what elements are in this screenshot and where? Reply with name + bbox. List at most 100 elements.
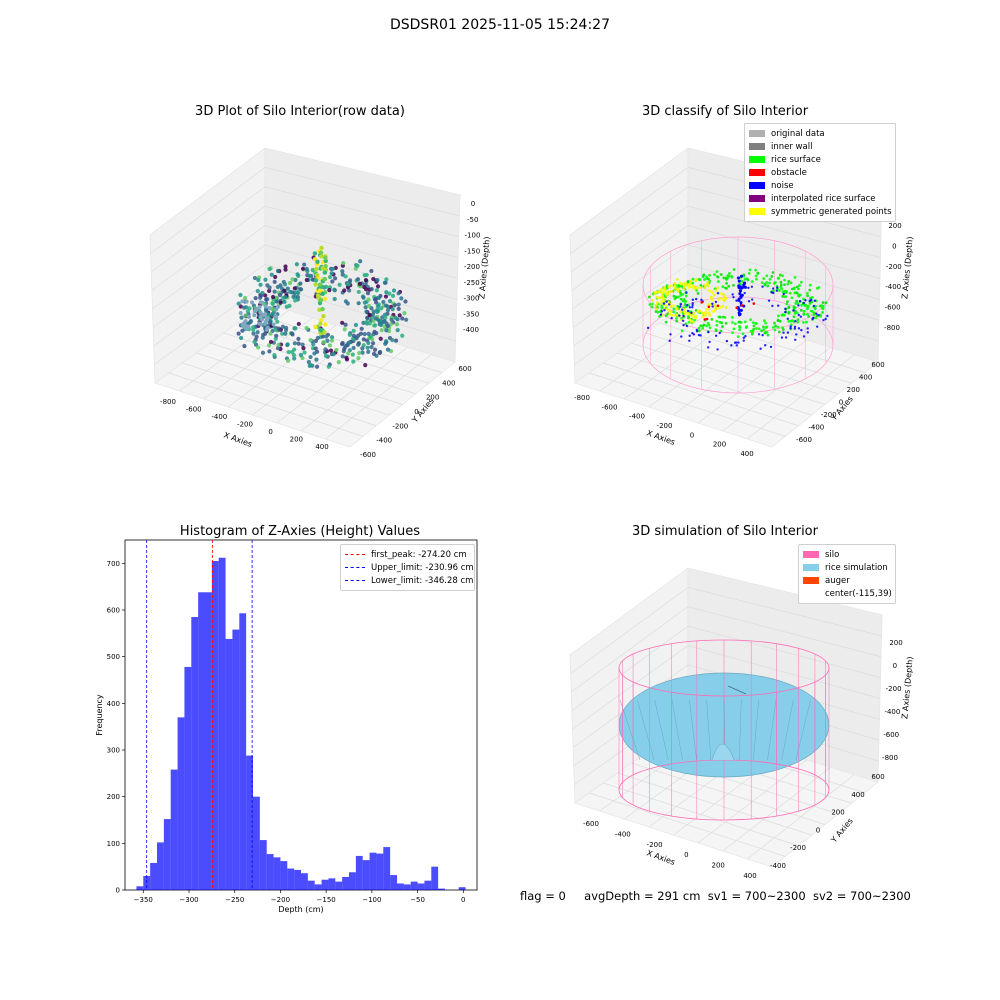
rice-surface-point bbox=[718, 320, 722, 324]
obstacle-point bbox=[707, 305, 711, 309]
symmetric-point bbox=[660, 294, 664, 298]
legend-entry: first_peak: -274.20 cm bbox=[345, 548, 470, 561]
raw-data-point bbox=[313, 346, 318, 351]
raw-data-point bbox=[384, 277, 389, 282]
noise-point bbox=[739, 301, 743, 305]
raw-data-point bbox=[394, 322, 400, 327]
raw-data-point bbox=[390, 337, 395, 343]
rice-surface-point bbox=[762, 319, 766, 323]
raw-data-point bbox=[260, 350, 266, 355]
symmetric-point bbox=[654, 304, 658, 307]
histogram-bar bbox=[273, 857, 281, 890]
grid-line bbox=[687, 625, 881, 678]
raw-data-point bbox=[326, 364, 331, 369]
rice-surface-point bbox=[675, 319, 679, 323]
raw-data-point bbox=[285, 286, 290, 291]
raw-data-point bbox=[300, 266, 306, 271]
raw-data-point bbox=[385, 347, 391, 352]
raw-data-point bbox=[312, 351, 317, 356]
symmetric-point bbox=[693, 285, 697, 289]
noise-point bbox=[794, 319, 797, 323]
raw-data-point bbox=[275, 304, 280, 309]
sim-y-tick: -400 bbox=[770, 862, 786, 870]
rice-surface-point bbox=[796, 318, 800, 322]
histogram-bar bbox=[403, 884, 411, 890]
symmetric-point bbox=[701, 315, 705, 319]
legend-entry: rice simulation bbox=[803, 561, 891, 574]
noise-point bbox=[789, 325, 792, 328]
rice-surface-point bbox=[697, 329, 701, 333]
rice-surface-point bbox=[699, 324, 703, 328]
raw-data-point bbox=[268, 331, 273, 336]
noise-point bbox=[662, 302, 666, 305]
symmetric-point bbox=[688, 318, 692, 322]
legend-label: interpolated rice surface bbox=[771, 193, 876, 204]
rice-surface-point bbox=[725, 287, 728, 290]
raw-data-point bbox=[283, 267, 288, 272]
legend-swatch bbox=[749, 143, 765, 150]
rice-surface-point bbox=[706, 277, 710, 281]
rice-surface-point bbox=[778, 273, 782, 277]
raw-data-point bbox=[395, 328, 400, 333]
rice-surface-point bbox=[679, 291, 682, 295]
rice-surface-point bbox=[717, 280, 720, 283]
symmetric-point bbox=[713, 293, 716, 297]
raw-data-point bbox=[369, 344, 374, 350]
rice-surface-point bbox=[702, 273, 706, 277]
rice-surface-point bbox=[728, 271, 731, 275]
raw-data-point bbox=[359, 326, 364, 331]
rice-surface-point bbox=[714, 328, 718, 332]
symmetric-point bbox=[722, 294, 726, 298]
noise-point bbox=[793, 325, 797, 329]
rice-surface-point bbox=[793, 276, 797, 279]
raw-data-point bbox=[372, 329, 377, 334]
rice-surface-point bbox=[647, 295, 651, 299]
grid-line bbox=[571, 606, 689, 693]
rice-surface-point bbox=[776, 325, 780, 329]
histogram-bar bbox=[314, 884, 322, 890]
noise-point bbox=[810, 298, 813, 302]
histogram-y-tick: 400 bbox=[107, 700, 120, 708]
classify-y-tick: 200 bbox=[847, 386, 860, 394]
raw-data-point bbox=[369, 268, 374, 274]
symmetric-point bbox=[690, 314, 694, 318]
rice-surface-point bbox=[786, 300, 789, 304]
rice-cone bbox=[711, 743, 735, 761]
raw-data-point bbox=[336, 360, 341, 365]
raw-data-point bbox=[282, 288, 287, 293]
rice-surface-point bbox=[806, 294, 809, 298]
symmetric-point bbox=[683, 313, 687, 316]
raw-data-point bbox=[293, 326, 298, 331]
raw-data-point bbox=[396, 302, 401, 307]
raw-data-point bbox=[313, 282, 318, 287]
raw-data-point bbox=[258, 310, 263, 315]
rice-surface-point bbox=[738, 328, 741, 332]
rice-surface-point bbox=[796, 320, 800, 324]
raw-data-point bbox=[296, 341, 301, 346]
raw-data-point bbox=[370, 341, 376, 346]
noise-point bbox=[806, 327, 809, 330]
raw-data-point bbox=[364, 309, 369, 314]
rice-surface-point bbox=[664, 320, 668, 324]
raw-data-point bbox=[322, 270, 328, 275]
raw-data-point bbox=[267, 285, 272, 290]
figure-title: DSDSR01 2025-11-05 15:24:27 bbox=[389, 17, 610, 33]
raw-data-point bbox=[258, 282, 263, 287]
raw-data-point bbox=[399, 296, 404, 301]
rice-surface-point bbox=[765, 274, 769, 278]
legend-swatch bbox=[749, 182, 765, 189]
rice-surface-point bbox=[781, 326, 784, 330]
raw-data-point bbox=[402, 311, 407, 316]
histogram-y-tick: 300 bbox=[107, 747, 120, 755]
rice-surface-point bbox=[743, 277, 747, 281]
raw-data-point bbox=[255, 330, 260, 335]
raw-data-point bbox=[379, 328, 384, 333]
legend-label: symmetric generated points bbox=[771, 206, 892, 217]
raw-data-point bbox=[393, 338, 399, 343]
raw-y-tick: -600 bbox=[360, 451, 376, 459]
histogram-bar bbox=[383, 847, 391, 890]
noise-point bbox=[731, 293, 734, 296]
raw-data-point bbox=[380, 315, 385, 320]
symmetric-point bbox=[711, 291, 715, 295]
legend-entry: rice surface bbox=[749, 153, 891, 166]
